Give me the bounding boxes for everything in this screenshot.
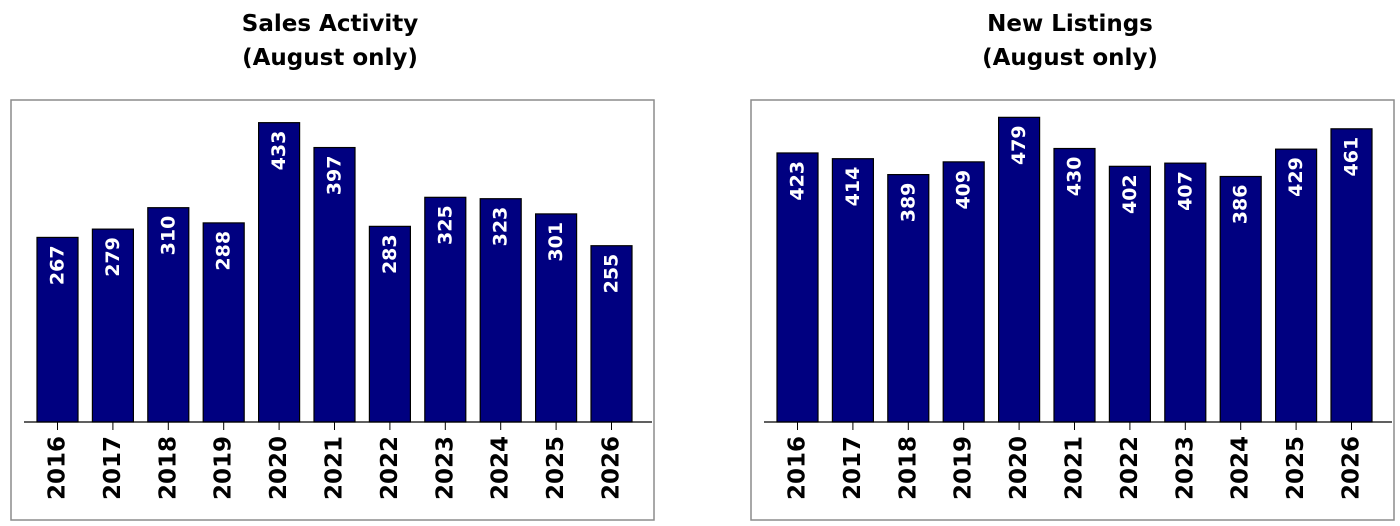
x-tick-label: 2023	[1172, 436, 1198, 500]
plot-frame	[10, 99, 655, 521]
bar-value-label: 389	[897, 183, 919, 223]
bar	[313, 146, 356, 423]
x-tick-label: 2016	[785, 436, 811, 500]
chart-title-line-2: (August only)	[242, 45, 418, 71]
bar-value-label: 301	[545, 222, 567, 262]
x-tick-label: 2023	[432, 436, 458, 500]
bar	[1108, 165, 1151, 423]
chart-title-line-1: New Listings	[987, 11, 1153, 37]
bar-value-label: 402	[1119, 174, 1141, 214]
x-tick-label: 2022	[377, 436, 403, 500]
bar	[942, 161, 985, 423]
x-tick-label: 2017	[840, 436, 866, 500]
x-tick-label: 2022	[1117, 436, 1143, 500]
x-tick-label: 2019	[951, 436, 977, 500]
x-tick-label: 2026	[1339, 436, 1365, 500]
bar-value-label: 397	[324, 156, 346, 196]
bar-value-label: 409	[953, 170, 975, 210]
chart-title-line-2: (August only)	[982, 45, 1158, 71]
bar-value-label: 461	[1341, 137, 1363, 177]
bar	[998, 116, 1041, 423]
x-tick-label: 2018	[895, 436, 921, 500]
bar-value-label: 255	[601, 254, 623, 294]
x-tick-label: 2017	[100, 436, 126, 500]
bar-value-label: 283	[379, 234, 401, 274]
bar-value-label: 433	[268, 131, 290, 171]
bar-value-label: 267	[47, 245, 69, 285]
plot-frame	[750, 99, 1395, 521]
bar	[887, 173, 930, 423]
bar	[1053, 147, 1096, 423]
bar	[147, 207, 190, 423]
x-tick-label: 2018	[155, 436, 181, 500]
bar	[534, 213, 578, 423]
bar	[1274, 148, 1318, 423]
bar	[1164, 162, 1207, 423]
bar-value-label: 429	[1285, 157, 1307, 197]
x-tick-label: 2020	[266, 436, 292, 500]
x-tick-label: 2025	[543, 436, 569, 500]
bar-value-label: 310	[157, 216, 179, 256]
bar-value-label: 323	[490, 207, 512, 247]
x-tick-label: 2020	[1006, 436, 1032, 500]
bar	[1219, 175, 1262, 423]
x-tick-label: 2021	[322, 436, 348, 500]
bar-value-label: 279	[102, 237, 124, 277]
x-tick-label: 2024	[488, 436, 514, 500]
new-listings-chart: 423 2016 414 2017 389 2018 409 2019 479 2020 430 20…	[750, 99, 1395, 521]
bar-value-label: 407	[1174, 171, 1196, 211]
x-tick-label: 2025	[1283, 436, 1309, 500]
chart-title-line-1: Sales Activity	[241, 11, 419, 37]
bar-value-label: 479	[1008, 125, 1030, 165]
bar	[258, 122, 301, 423]
bar	[368, 225, 411, 423]
bar-value-label: 423	[787, 161, 809, 201]
bar-value-label: 430	[1064, 157, 1086, 197]
bar	[202, 222, 245, 423]
x-tick-label: 2016	[45, 436, 71, 500]
x-tick-label: 2024	[1228, 436, 1254, 500]
bar-value-label: 414	[842, 167, 864, 207]
bar	[424, 196, 467, 423]
x-tick-label: 2021	[1062, 436, 1088, 500]
bar-value-label: 386	[1230, 185, 1252, 225]
bar	[91, 228, 135, 423]
sales-activity-chart: 267 2016 279 2017 310 2018 288 2019 433 2020 397 20…	[10, 99, 655, 521]
bar-value-label: 325	[434, 205, 456, 245]
bar	[1330, 128, 1373, 423]
new-listings-panel: New Listings (August only) 423 2016 414 201…	[740, 0, 1400, 526]
x-tick-label: 2019	[211, 436, 237, 500]
bar	[776, 152, 819, 423]
bar	[36, 236, 79, 423]
x-tick-label: 2026	[599, 436, 625, 500]
sales-activity-panel: Sales Activity (August only) 267 2016 279 2…	[0, 0, 660, 526]
bar	[831, 158, 875, 423]
bar-value-label: 288	[213, 231, 235, 271]
bar	[479, 198, 522, 423]
